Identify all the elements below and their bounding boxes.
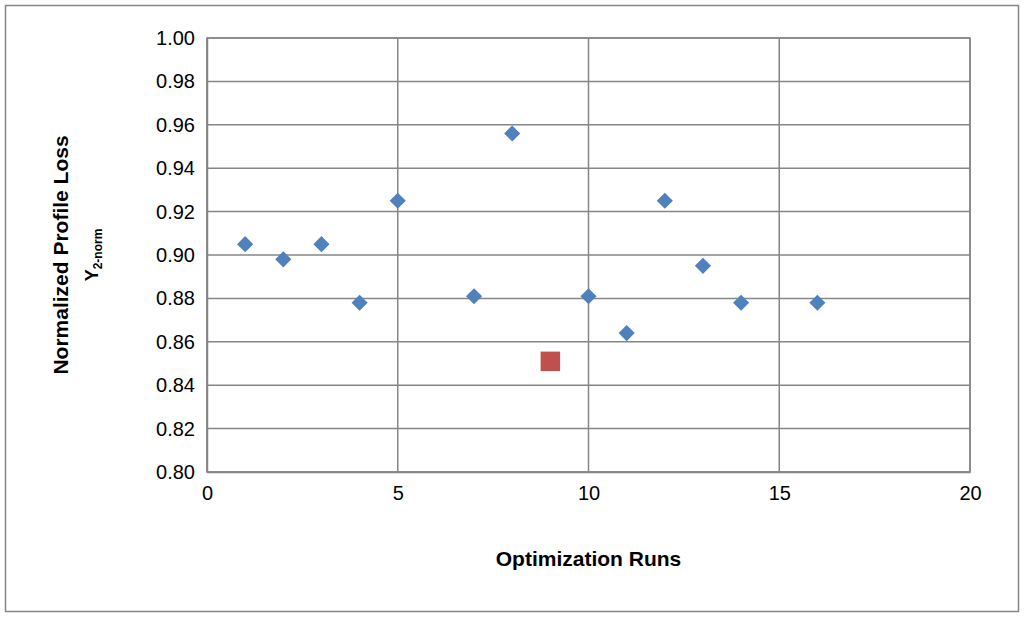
diamond-marker [504, 125, 520, 141]
series [237, 125, 825, 341]
diamond-marker [275, 251, 291, 267]
x-tick-label: 5 [393, 482, 404, 504]
y-tick: 1.00 [156, 27, 207, 49]
axis-line [208, 472, 971, 474]
y-tick-label: 0.98 [156, 70, 195, 92]
diamond-marker [580, 288, 596, 304]
grid-line-x [779, 38, 781, 472]
grid [207, 38, 970, 472]
x-tick: 20 [959, 472, 981, 504]
y-tick-label: 0.88 [156, 287, 195, 309]
y-axis-symbol: Y2-norm [82, 229, 105, 282]
grid-line-x [397, 38, 399, 472]
diamond-marker [352, 295, 368, 311]
chart: 0 5 10 15 20 0.80 0.82 0.84 0.86 0.88 0.90 0.92 0.94… [0, 0, 1024, 617]
diamond-marker [733, 295, 749, 311]
x-tick: 10 [578, 472, 600, 504]
y-tick: 0.90 [156, 244, 207, 266]
diamond-marker [466, 288, 482, 304]
axis-line [207, 39, 209, 473]
x-tick: 0 [202, 472, 213, 504]
y-tick-label: 0.90 [156, 244, 195, 266]
y-axis: 0.80 0.82 0.84 0.86 0.88 0.90 0.92 0.94 0.96 0.98… [156, 27, 207, 483]
y-tick: 0.98 [156, 70, 207, 92]
y-tick: 0.82 [156, 418, 207, 440]
y-axis-symbol-base: Y [82, 269, 102, 281]
x-tick-label: 15 [769, 482, 791, 504]
grid-line-x [588, 38, 590, 472]
x-tick-label: 0 [202, 482, 213, 504]
x-tick-label: 20 [959, 482, 981, 504]
y-tick: 0.86 [156, 331, 207, 353]
y-tick: 0.92 [156, 201, 207, 223]
y-tick: 0.96 [156, 114, 207, 136]
x-axis: 0 5 10 15 20 [202, 472, 982, 504]
y-tick: 0.80 [156, 461, 207, 483]
x-tick: 15 [769, 472, 791, 504]
y-tick: 0.88 [156, 287, 207, 309]
plot-frame [207, 38, 970, 472]
x-tick: 5 [393, 472, 404, 504]
y-axis-symbol-subscript: 2-norm [91, 229, 105, 270]
square-marker [541, 352, 560, 371]
x-axis-title: Optimization Runs [496, 547, 682, 570]
diamond-marker [809, 295, 825, 311]
x-tick-label: 10 [578, 482, 600, 504]
diamond-marker [619, 325, 635, 341]
y-tick-label: 0.80 [156, 461, 195, 483]
diamond-marker [657, 193, 673, 209]
y-tick-label: 0.84 [156, 374, 195, 396]
diamond-marker [313, 236, 329, 252]
y-tick-label: 0.96 [156, 114, 195, 136]
diamond-marker [237, 236, 253, 252]
y-axis-title: Normalized Profile Loss [49, 135, 72, 374]
diamond-marker [390, 193, 406, 209]
y-tick-label: 1.00 [156, 27, 195, 49]
points [237, 125, 825, 371]
diamond-marker [695, 258, 711, 274]
y-tick-label: 0.82 [156, 418, 195, 440]
y-tick-label: 0.94 [156, 157, 195, 179]
y-tick-label: 0.92 [156, 201, 195, 223]
series [541, 352, 560, 371]
y-tick: 0.84 [156, 374, 207, 396]
y-tick: 0.94 [156, 157, 207, 179]
chart-frame [6, 6, 1019, 612]
y-tick-label: 0.86 [156, 331, 195, 353]
